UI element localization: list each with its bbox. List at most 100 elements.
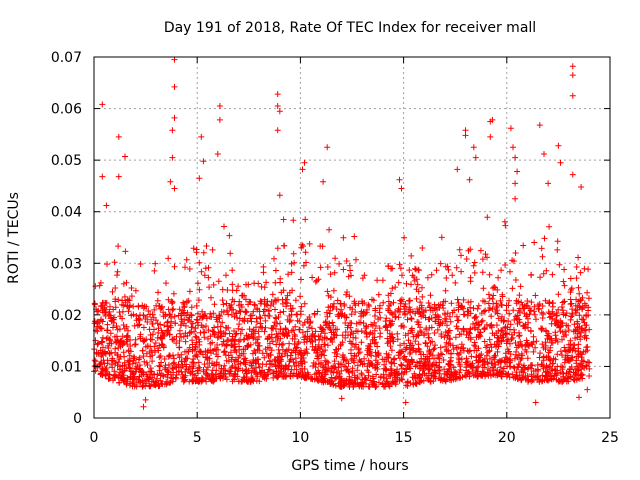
- data-point: [193, 334, 200, 341]
- data-point: [482, 251, 489, 258]
- data-point: [156, 362, 163, 369]
- data-point: [442, 343, 449, 350]
- data-point: [579, 357, 586, 364]
- data-point: [272, 314, 279, 321]
- data-point: [366, 362, 373, 368]
- data-point: [209, 360, 216, 367]
- data-point: [430, 346, 437, 353]
- data-point: [121, 359, 128, 366]
- data-point: [543, 267, 550, 274]
- data-point: [117, 353, 124, 360]
- data-point: [140, 403, 147, 410]
- data-point: [388, 369, 395, 376]
- data-point: [132, 341, 139, 348]
- data-point: [203, 378, 210, 385]
- data-point: [374, 343, 381, 350]
- data-point: [326, 226, 333, 233]
- data-point: [534, 373, 541, 380]
- data-point: [576, 290, 583, 297]
- data-point: [349, 369, 356, 376]
- data-point: [210, 281, 217, 288]
- data-point: [416, 371, 423, 378]
- data-point: [461, 372, 468, 379]
- data-point: [462, 132, 469, 139]
- data-point: [558, 304, 565, 310]
- data-point: [408, 252, 415, 259]
- data-point: [172, 320, 179, 327]
- data-point: [215, 346, 222, 353]
- data-point: [261, 375, 268, 382]
- data-point: [231, 313, 238, 320]
- data-point: [291, 370, 297, 377]
- data-point: [155, 325, 162, 332]
- data-point: [564, 375, 571, 381]
- data-point: [477, 247, 484, 254]
- data-point: [101, 304, 108, 311]
- data-point: [365, 369, 372, 376]
- data-point: [539, 341, 546, 348]
- data-point: [197, 329, 204, 336]
- data-point: [236, 321, 243, 328]
- data-point: [159, 341, 166, 348]
- data-point: [498, 327, 505, 334]
- data-point: [387, 301, 394, 307]
- data-point: [582, 332, 589, 339]
- data-point: [316, 336, 323, 343]
- data-point: [275, 365, 282, 372]
- data-point: [514, 375, 521, 382]
- data-point: [536, 378, 543, 385]
- data-point: [416, 358, 423, 365]
- data-point: [383, 315, 390, 322]
- data-point: [147, 336, 154, 343]
- data-point: [272, 363, 279, 370]
- data-point: [115, 296, 122, 303]
- data-point: [320, 377, 327, 384]
- data-point: [111, 375, 118, 381]
- data-point: [97, 303, 104, 310]
- data-point: [302, 333, 309, 340]
- data-point: [207, 310, 214, 317]
- data-point: [194, 280, 201, 287]
- data-point: [271, 322, 277, 329]
- data-point: [554, 351, 561, 358]
- data-point: [351, 298, 358, 305]
- data-point: [290, 359, 297, 366]
- data-point: [369, 296, 375, 303]
- data-point: [392, 284, 399, 291]
- data-point: [420, 377, 427, 384]
- data-point: [254, 346, 261, 353]
- data-point: [490, 371, 497, 378]
- data-point: [300, 262, 307, 269]
- data-point: [417, 324, 423, 331]
- data-point: [495, 335, 502, 342]
- data-point: [111, 259, 118, 266]
- data-point: [458, 331, 465, 338]
- data-point: [431, 301, 438, 308]
- data-point: [545, 377, 551, 384]
- data-point: [445, 368, 451, 375]
- data-point: [109, 364, 116, 371]
- data-point: [211, 331, 218, 338]
- data-point: [427, 307, 434, 314]
- data-point: [452, 334, 459, 341]
- data-point: [147, 383, 154, 390]
- data-point: [186, 363, 193, 370]
- data-point: [277, 309, 284, 316]
- data-point: [347, 379, 354, 386]
- data-point: [489, 306, 496, 312]
- data-point: [342, 320, 349, 326]
- data-point: [495, 274, 502, 281]
- data-point: [405, 358, 412, 365]
- data-point: [502, 262, 509, 268]
- data-point: [248, 333, 255, 340]
- data-point: [474, 373, 481, 380]
- data-point: [161, 381, 168, 388]
- data-point: [94, 308, 101, 315]
- data-point: [119, 333, 126, 340]
- data-point: [516, 319, 523, 326]
- data-point: [510, 307, 517, 314]
- data-point: [127, 337, 134, 343]
- data-point: [513, 344, 520, 351]
- data-point: [323, 321, 330, 328]
- data-point: [132, 359, 139, 366]
